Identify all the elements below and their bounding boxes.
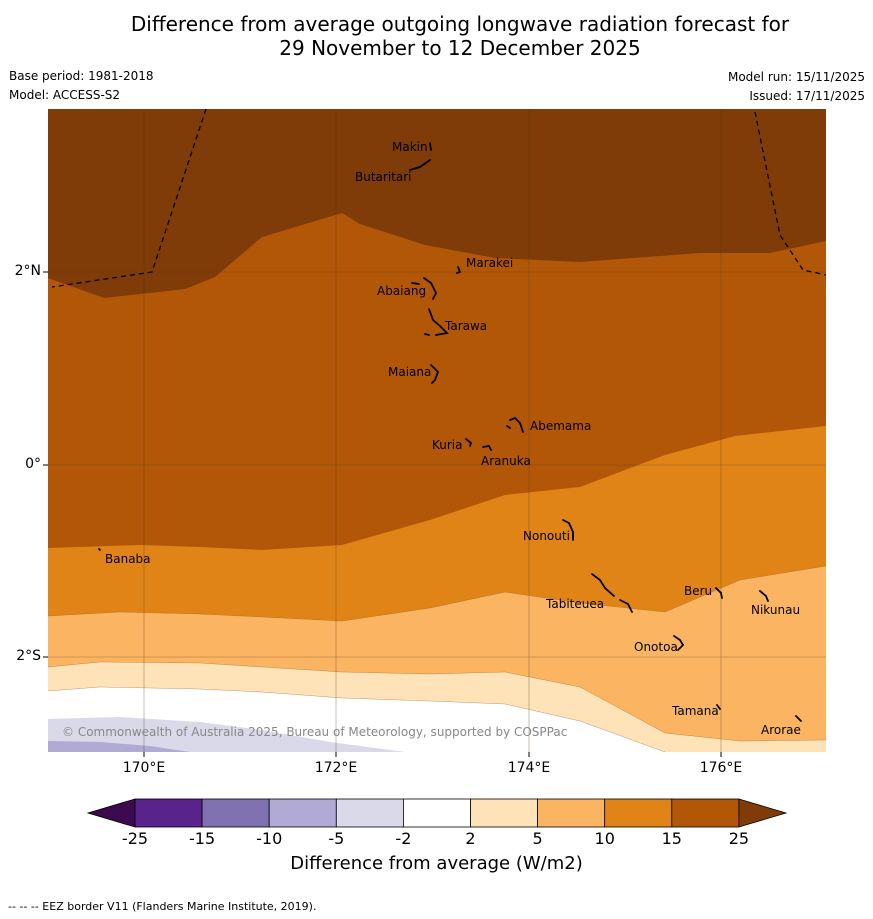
colorbar-segment — [537, 798, 606, 828]
place-label-maiana: Maiana — [388, 365, 432, 379]
place-label-tamana: Tamana — [672, 704, 719, 718]
colorbar-tick-label: 2 — [465, 829, 476, 848]
lon-label: 174°E — [507, 760, 551, 776]
lon-label: 176°E — [699, 760, 743, 776]
place-label-nonouti: Nonouti — [523, 529, 570, 543]
place-label-makin: Makin — [392, 140, 428, 154]
chart-title: Difference from average outgoing longwav… — [0, 12, 873, 60]
colorbar-tick-label: -2 — [395, 829, 412, 848]
place-label-abaiang: Abaiang — [377, 284, 427, 298]
colorbar-segment — [470, 798, 538, 828]
band-neg5-neg2 — [48, 717, 405, 752]
place-label-abemama: Abemama — [530, 419, 592, 433]
colorbar-tick-label: 15 — [661, 829, 682, 848]
colorbar-segment — [134, 798, 203, 828]
island-outlines — [98, 142, 802, 722]
footnote-eez: -- -- -- EEZ border V11 (Flanders Marine… — [8, 900, 317, 913]
colorbar-tick-label: -10 — [256, 829, 283, 848]
place-label-banaba: Banaba — [105, 552, 151, 566]
place-label-beru: Beru — [684, 584, 713, 598]
place-label-onotoa: Onotoa — [634, 640, 678, 654]
colorbar-tick-label: 5 — [532, 829, 543, 848]
eez-borders — [51, 109, 826, 288]
colorbar-segment — [201, 798, 270, 828]
lon-label: 172°E — [314, 760, 358, 776]
colorbar-extend-max — [738, 798, 788, 828]
place-label-tarawa: Tarawa — [445, 319, 488, 333]
colorbar-label: Difference from average (W/m2) — [290, 853, 583, 874]
lat-label: 0° — [25, 456, 41, 472]
gridlines — [48, 109, 826, 752]
map-fields — [48, 109, 826, 752]
colorbar-segment — [604, 798, 673, 828]
colorbar-tick-label: 25 — [728, 829, 750, 848]
issued-date: Issued: 17/11/2025 — [749, 89, 865, 103]
colorbar-extend-min — [86, 798, 136, 828]
place-label-marakei: Marakei — [466, 256, 514, 270]
colorbar-segment — [671, 798, 740, 828]
colorbar-tick-label: -15 — [189, 829, 216, 848]
place-label-kuria: Kuria — [432, 438, 463, 452]
model-run: Model run: 15/11/2025 — [727, 70, 865, 84]
place-label-tabiteuea: Tabiteuea — [546, 597, 605, 611]
colorbar-tick-label: -25 — [121, 829, 149, 848]
base-period: Base period: 1981-2018 — [9, 69, 154, 83]
colorbar-segment — [402, 798, 471, 828]
band-edges — [48, 565, 826, 752]
colorbar-segment — [268, 798, 337, 828]
band-neg10-neg5 — [48, 741, 190, 752]
title-line-1: Difference from average outgoing longwav… — [130, 12, 790, 36]
lat-label: 2°S — [16, 648, 41, 664]
copyright-notice: © Commonwealth of Australia 2025, Bureau… — [62, 725, 568, 739]
lon-label: 170°E — [122, 760, 166, 776]
place-label-arorae: Arorae — [761, 723, 801, 737]
place-label-aranuka: Aranuka — [481, 454, 531, 468]
colorbar-tick-label: 10 — [594, 829, 615, 848]
title-line-2: 29 November to 12 December 2025 — [279, 36, 641, 60]
lat-label: 2°N — [14, 263, 41, 279]
colorbar-tick-label: -5 — [328, 829, 345, 848]
place-label-nikunau: Nikunau — [751, 603, 801, 617]
place-label-butaritari: Butaritari — [355, 170, 412, 184]
colorbar-segment — [335, 798, 404, 828]
model-name: Model: ACCESS-S2 — [9, 88, 121, 102]
